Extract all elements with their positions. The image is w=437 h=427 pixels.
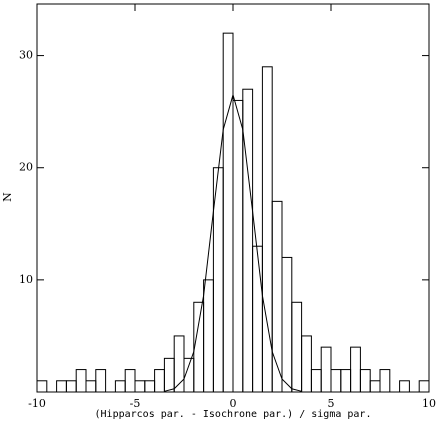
x-tick-label: 10 [422, 397, 436, 410]
bar [56, 380, 67, 393]
gaussian-curve [164, 92, 302, 392]
x-tick-label: 5 [328, 397, 335, 410]
x-axis-label: (Hipparcos par. - Isochrone par.) / sigm… [95, 409, 372, 420]
bar [222, 32, 234, 393]
x-tick-label: -10 [28, 397, 46, 410]
bar [359, 369, 371, 393]
bar [134, 380, 146, 393]
bar [379, 369, 391, 393]
bar [369, 380, 381, 393]
y-axis-label: N [1, 192, 14, 202]
bar [124, 369, 136, 393]
bar [163, 357, 175, 393]
bar [75, 369, 87, 393]
y-tick-label: 20 [19, 161, 33, 174]
bar [95, 369, 107, 393]
bar [36, 380, 48, 393]
bar [350, 346, 361, 393]
bar [320, 346, 332, 393]
bar [232, 99, 244, 393]
bar [330, 369, 342, 393]
bar [144, 380, 156, 393]
bar [65, 380, 77, 393]
bar [193, 301, 205, 393]
bar [399, 380, 410, 393]
bar [203, 279, 214, 393]
bar [85, 380, 97, 393]
bar [418, 380, 430, 393]
bar [281, 256, 293, 393]
bar [310, 369, 322, 393]
bar [154, 369, 165, 393]
x-tick-label: 0 [230, 397, 237, 410]
bar [301, 335, 312, 393]
bar [252, 245, 263, 393]
bar [340, 369, 352, 393]
x-tick-label: -5 [130, 397, 141, 410]
bar [114, 380, 126, 393]
bar [242, 88, 254, 393]
y-tick-label: 10 [19, 273, 33, 286]
bar [271, 200, 283, 393]
y-tick-label: 30 [19, 49, 33, 62]
bar [291, 301, 303, 393]
